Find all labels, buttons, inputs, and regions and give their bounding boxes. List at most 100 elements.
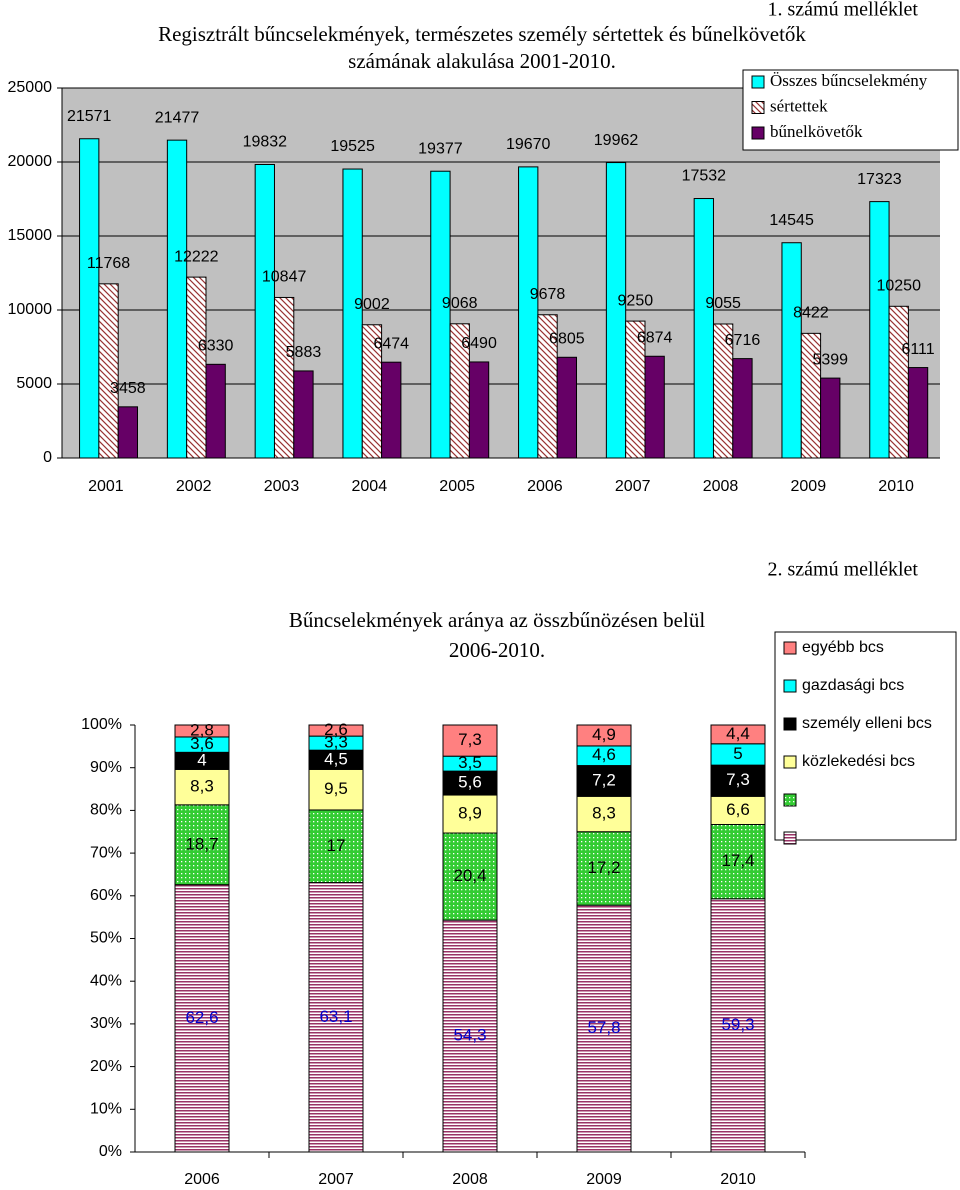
bar-segment — [308, 768, 364, 811]
bar — [888, 305, 909, 459]
value-label: 8,3 — [592, 804, 616, 823]
y-tick-label: 0 — [43, 449, 52, 466]
value-label: 4,4 — [726, 724, 750, 743]
bar — [869, 201, 890, 459]
value-label: 4,6 — [592, 745, 616, 764]
value-label: 17 — [327, 836, 346, 855]
value-label: 14545 — [769, 212, 814, 229]
value-label: 54,3 — [453, 1026, 486, 1045]
bar-segment — [308, 809, 364, 884]
y-tick-label: 30% — [90, 1015, 122, 1032]
bar-segment — [174, 724, 230, 738]
value-label: 2,8 — [190, 720, 214, 739]
bar-segment — [442, 724, 498, 757]
x-tick-label: 2008 — [703, 478, 739, 495]
value-label: 17323 — [857, 171, 902, 188]
value-label: 2,6 — [324, 720, 348, 739]
bar — [556, 356, 578, 459]
legend-swatch — [783, 831, 797, 845]
value-label: 6474 — [373, 335, 409, 352]
chart-title: 2006-2010. — [449, 638, 545, 662]
chart-title: számának alakulása 2001-2010. — [348, 49, 616, 73]
value-label: 19670 — [506, 136, 551, 153]
bar-segment — [308, 724, 364, 737]
bar-segment — [576, 765, 632, 797]
value-label: 6111 — [901, 341, 934, 358]
bar — [117, 406, 139, 459]
bar — [293, 370, 314, 459]
y-tick-label: 70% — [90, 844, 122, 861]
x-tick-label: 2010 — [878, 478, 914, 495]
value-label: 17,4 — [721, 851, 754, 870]
y-tick-label: 40% — [90, 972, 122, 989]
y-tick-label: 25000 — [8, 79, 53, 96]
value-label: 12222 — [174, 248, 219, 265]
value-label: 3,6 — [190, 734, 214, 753]
legend-label: személy elleni bcs — [802, 715, 932, 732]
value-label: 17,2 — [587, 858, 620, 877]
bar — [79, 138, 100, 459]
y-tick-label: 50% — [90, 930, 122, 947]
y-tick-label: 60% — [90, 887, 122, 904]
x-tick-label: 2010 — [720, 1171, 756, 1188]
bar-segment — [710, 795, 766, 825]
value-label: 8422 — [793, 305, 829, 322]
bar — [605, 162, 627, 459]
value-label: 21477 — [155, 109, 200, 126]
legend-box — [742, 69, 959, 151]
value-label: 9002 — [354, 296, 390, 313]
legend-swatch — [783, 679, 797, 693]
legend-label: bűnelkövetők — [770, 122, 863, 141]
value-label: 11768 — [87, 255, 130, 272]
value-label: 4 — [197, 750, 206, 769]
chart-title: Bűncselekmények aránya az összbűnözésen … — [289, 608, 706, 632]
x-tick-label: 2006 — [184, 1171, 220, 1188]
bar — [644, 355, 665, 459]
bar-segment — [710, 724, 766, 745]
bar — [468, 361, 490, 459]
legend-swatch — [783, 793, 797, 807]
y-tick-label: 5000 — [16, 375, 52, 392]
value-label: 59,3 — [721, 1015, 754, 1034]
x-tick-label: 2007 — [615, 478, 651, 495]
value-label: 18,7 — [185, 834, 218, 853]
x-tick-label: 2006 — [527, 478, 563, 495]
bar-segment — [576, 795, 632, 833]
value-label: 63,1 — [319, 1007, 352, 1026]
y-tick-label: 15000 — [8, 227, 53, 244]
legend-swatch — [751, 126, 765, 140]
bar — [430, 170, 451, 459]
value-label: 6,6 — [726, 800, 750, 819]
bar — [98, 283, 119, 459]
bar — [820, 377, 841, 459]
bar-segment — [710, 898, 766, 1153]
chart-title: Regisztrált bűncselekmények, természetes… — [158, 22, 806, 46]
x-tick-label: 2009 — [791, 478, 827, 495]
y-tick-label: 90% — [90, 759, 122, 776]
y-tick-label: 0% — [99, 1143, 122, 1160]
value-label: 5883 — [286, 344, 322, 361]
legend-box — [774, 631, 957, 841]
bar — [381, 361, 402, 459]
bar — [342, 168, 363, 459]
value-label: 7,2 — [592, 770, 616, 789]
x-tick-label: 2007 — [318, 1171, 354, 1188]
bar-segment — [710, 764, 766, 797]
value-label: 62,6 — [185, 1008, 218, 1027]
y-tick-label: 10000 — [8, 301, 53, 318]
bar — [693, 198, 714, 459]
x-tick-label: 2009 — [586, 1171, 622, 1188]
legend-swatch — [783, 755, 797, 769]
value-label: 5399 — [812, 351, 848, 368]
annex-label: 2. számú melléklet — [767, 559, 918, 581]
bar-segment — [442, 832, 498, 921]
legend-label: közlekedési bcs — [802, 753, 915, 770]
x-tick-label: 2003 — [264, 478, 300, 495]
value-label: 8,9 — [458, 804, 482, 823]
value-label: 9068 — [442, 295, 478, 312]
value-label: 10250 — [876, 278, 921, 295]
bar-segment — [576, 724, 632, 747]
legend-swatch — [783, 641, 797, 655]
value-label: 6805 — [549, 331, 585, 348]
